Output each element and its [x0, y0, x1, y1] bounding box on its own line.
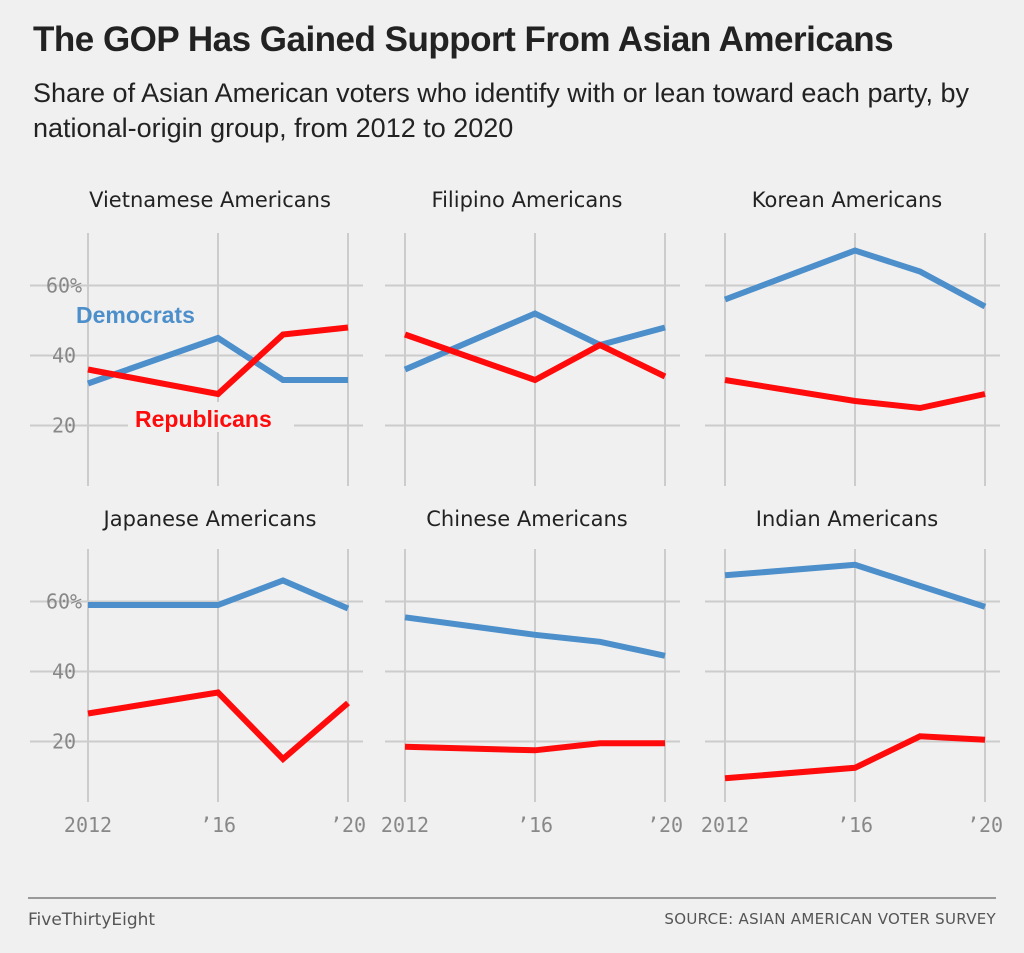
- democrats-line: [404, 614, 666, 659]
- democrats-line: [88, 577, 350, 612]
- x-tick-label: ’20: [647, 813, 683, 837]
- label-background: [128, 402, 294, 432]
- footer-divider: [28, 897, 996, 899]
- panel-title: Indian Americans: [756, 507, 938, 531]
- chart-title: The GOP Has Gained Support From Asian Am…: [33, 20, 894, 59]
- x-tick-label: ’20: [330, 813, 366, 837]
- republicans-series-label: Republicans: [135, 406, 272, 432]
- x-tick-label: 2012: [701, 813, 749, 837]
- y-tick-label: 40: [52, 660, 76, 684]
- source-note: SOURCE: ASIAN AMERICAN VOTER SURVEY: [664, 910, 996, 928]
- republicans-line: [87, 324, 349, 398]
- chart-subtitle: Share of Asian American voters who ident…: [33, 78, 969, 143]
- democrats-series-label: Democrats: [76, 302, 195, 328]
- republicans-line: [404, 740, 665, 754]
- panel-title: Japanese Americans: [102, 507, 317, 531]
- panel-title: Filipino Americans: [432, 188, 623, 212]
- y-tick-label: 20: [52, 730, 76, 754]
- democrats-line: [724, 561, 986, 610]
- republicans-line: [724, 377, 986, 412]
- democrats-line: [403, 310, 666, 373]
- democrats-line: [87, 334, 348, 387]
- x-tick-label: 2012: [64, 813, 112, 837]
- republicans-line: [87, 689, 350, 764]
- republicans-line: [404, 331, 667, 384]
- panel-title: Vietnamese Americans: [89, 188, 331, 212]
- small-multiples-chart: 60% 40 20 Vietnamese Americans Democrats Repu…: [30, 188, 1003, 837]
- y-tick-label: 40: [52, 344, 76, 368]
- x-tick-label: ’16: [200, 813, 236, 837]
- republicans-line: [724, 733, 986, 782]
- panel-title: Korean Americans: [752, 188, 942, 212]
- brand-label: FiveThirtyEight: [28, 910, 156, 930]
- democrats-line: [723, 247, 987, 310]
- x-tick-label: ’20: [967, 813, 1003, 837]
- y-tick-label: 60%: [46, 590, 82, 614]
- x-tick-label: ’16: [517, 813, 553, 837]
- x-tick-label: ’16: [837, 813, 873, 837]
- y-tick-label: 60%: [46, 274, 82, 298]
- y-tick-label: 20: [52, 414, 76, 438]
- panel-title: Chinese Americans: [426, 507, 627, 531]
- x-tick-label: 2012: [381, 813, 429, 837]
